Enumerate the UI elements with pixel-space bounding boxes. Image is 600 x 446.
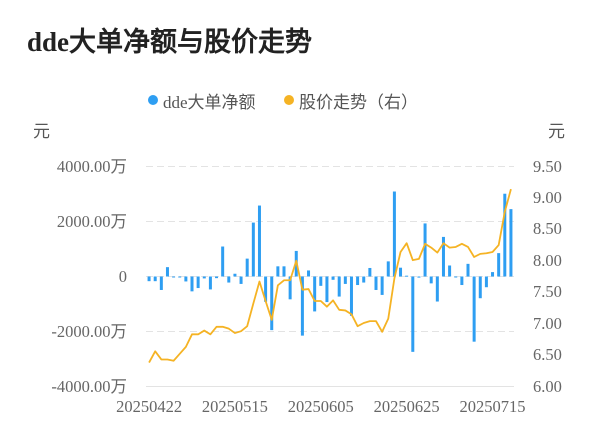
legend-label: 股价走势（右） (299, 92, 418, 112)
dde-bar (429, 276, 433, 284)
left-axis-tick-label: 4000.00万 (56, 156, 127, 176)
x-axis-tick-label: 20250715 (459, 397, 526, 416)
dde-bar (392, 191, 396, 277)
x-axis-tick-label: 20250605 (287, 397, 354, 416)
dde-bar (196, 276, 200, 289)
dde-bar (190, 276, 194, 292)
right-axis-tick-label: 8.50 (533, 219, 562, 239)
dde-bar (153, 276, 157, 282)
dde-bar (227, 276, 231, 283)
dde-bar (147, 276, 151, 282)
x-axis-tick-label: 20250515 (201, 397, 268, 416)
dde-bar (270, 276, 274, 331)
left-axis-unit: 元 (33, 122, 50, 141)
dde-bar (386, 261, 390, 277)
x-axis-tick-label: 20250422 (116, 397, 183, 416)
dde-bar (435, 276, 439, 302)
right-axis-tick-label: 6.00 (533, 376, 562, 396)
left-axis-tick-label: -2000.00万 (51, 321, 127, 341)
dde-bar (497, 253, 501, 277)
left-axis-tick-label: 2000.00万 (56, 211, 127, 231)
dde-bar (184, 276, 188, 282)
dde-bar (264, 276, 268, 302)
chart-title: dde大单净额与股价走势 (27, 27, 313, 57)
dde-bar (208, 276, 212, 290)
dde-bar (282, 266, 286, 277)
dde-bar (441, 236, 445, 277)
legend-label: dde大单净额 (163, 92, 256, 112)
dde-bar (172, 276, 176, 278)
dde-bar (233, 273, 237, 277)
dde-bar (423, 223, 427, 277)
right-axis-tick-label: 7.00 (533, 313, 562, 333)
dde-bar (245, 258, 249, 277)
x-axis-tick-label: 20250625 (373, 397, 440, 416)
dde-bar (484, 276, 488, 288)
dde-bar (319, 276, 323, 286)
dde-bar (257, 205, 261, 277)
dde-bar (491, 272, 495, 277)
dde-bar (337, 276, 341, 297)
right-axis-tick-label: 9.00 (533, 187, 562, 207)
left-axis-tick-label: 0 (118, 266, 127, 286)
right-axis-tick-label: 8.00 (533, 250, 562, 270)
right-axis-tick-label: 7.50 (533, 282, 562, 302)
dde-bar (331, 276, 335, 280)
dde-bar (159, 276, 163, 290)
right-axis-tick-label: 6.50 (533, 345, 562, 365)
dde-bar (251, 222, 255, 277)
dde-bar (417, 276, 421, 278)
dde-bar (411, 276, 415, 352)
dde-bar (288, 276, 292, 300)
dde-bar (276, 266, 280, 277)
dde-bar (448, 265, 452, 277)
legend-item-price-trend[interactable]: 股价走势（右） (284, 90, 418, 112)
dde-bar (399, 267, 403, 277)
dde-bar (343, 276, 347, 284)
dde-bar (313, 276, 317, 312)
dde-bar (300, 276, 304, 336)
circle-dot-icon (284, 95, 294, 105)
dde-bar (478, 276, 482, 299)
dde-bar (356, 276, 360, 286)
dde-bar (307, 270, 311, 277)
dde-bar (503, 193, 507, 277)
right-axis-unit: 元 (548, 122, 565, 141)
dde-bar (472, 276, 476, 342)
dde-bar (325, 276, 329, 303)
dde-bar (454, 276, 458, 278)
dde-bar (178, 276, 182, 278)
dde-bar (362, 276, 366, 283)
dde-bar (221, 246, 225, 277)
circle-dot-icon (148, 95, 158, 105)
right-axis-tick-label: 9.50 (533, 156, 562, 176)
dde-bar (368, 267, 372, 277)
dde-bar (405, 275, 409, 277)
dde-bar (215, 276, 219, 279)
dde-bar (380, 276, 384, 295)
dde-bar (349, 276, 353, 316)
dde-bar (165, 267, 169, 277)
dde-bar (202, 276, 206, 279)
dde-bar (509, 209, 513, 277)
left-axis-tick-label: -4000.00万 (51, 376, 127, 396)
legend-item-dde-net[interactable]: dde大单净额 (148, 90, 256, 112)
price-line (148, 188, 512, 364)
dde-bar (466, 263, 470, 277)
dde-bar (239, 276, 243, 284)
dde-bar (460, 276, 464, 286)
dde-bar (374, 276, 378, 290)
